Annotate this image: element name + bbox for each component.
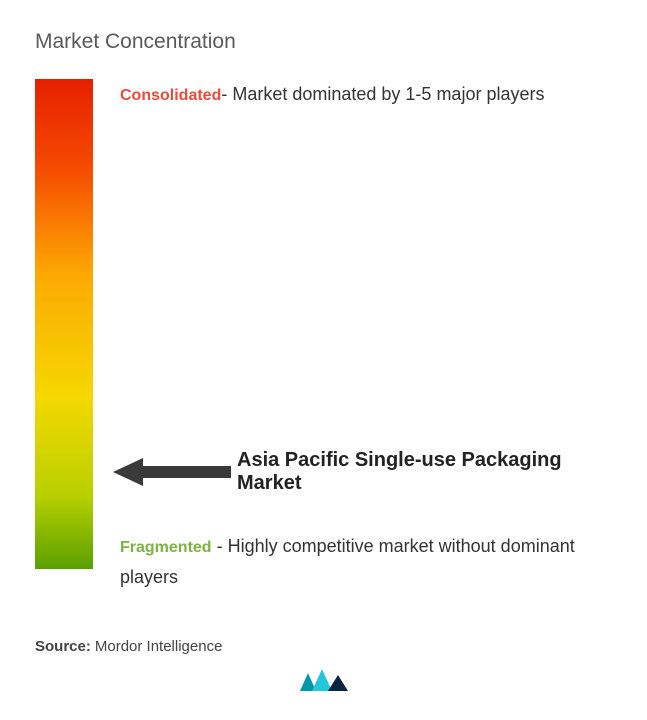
source-text: Mordor Intelligence: [95, 638, 223, 655]
fragmented-label: Fragmented: [120, 539, 212, 556]
concentration-gradient-bar: [35, 79, 93, 569]
consolidated-label: Consolidated: [120, 87, 221, 104]
chart-title: Market Concentration: [35, 30, 612, 54]
market-marker: Asia Pacific Single-use Packaging Market: [113, 449, 612, 495]
arrow-left-icon: [113, 454, 233, 490]
source-label: Source:: [35, 638, 91, 655]
consolidated-description: - Market dominated by 1-5 major players: [221, 84, 544, 104]
mordor-logo-icon: [298, 667, 350, 700]
chart-area: Consolidated- Market dominated by 1-5 ma…: [35, 79, 612, 569]
marker-label: Asia Pacific Single-use Packaging Market: [237, 449, 612, 495]
source-attribution: Source:Mordor Intelligence: [35, 638, 222, 655]
consolidated-annotation: Consolidated- Market dominated by 1-5 ma…: [120, 79, 607, 110]
fragmented-annotation: Fragmented - Highly competitive market w…: [120, 531, 607, 592]
